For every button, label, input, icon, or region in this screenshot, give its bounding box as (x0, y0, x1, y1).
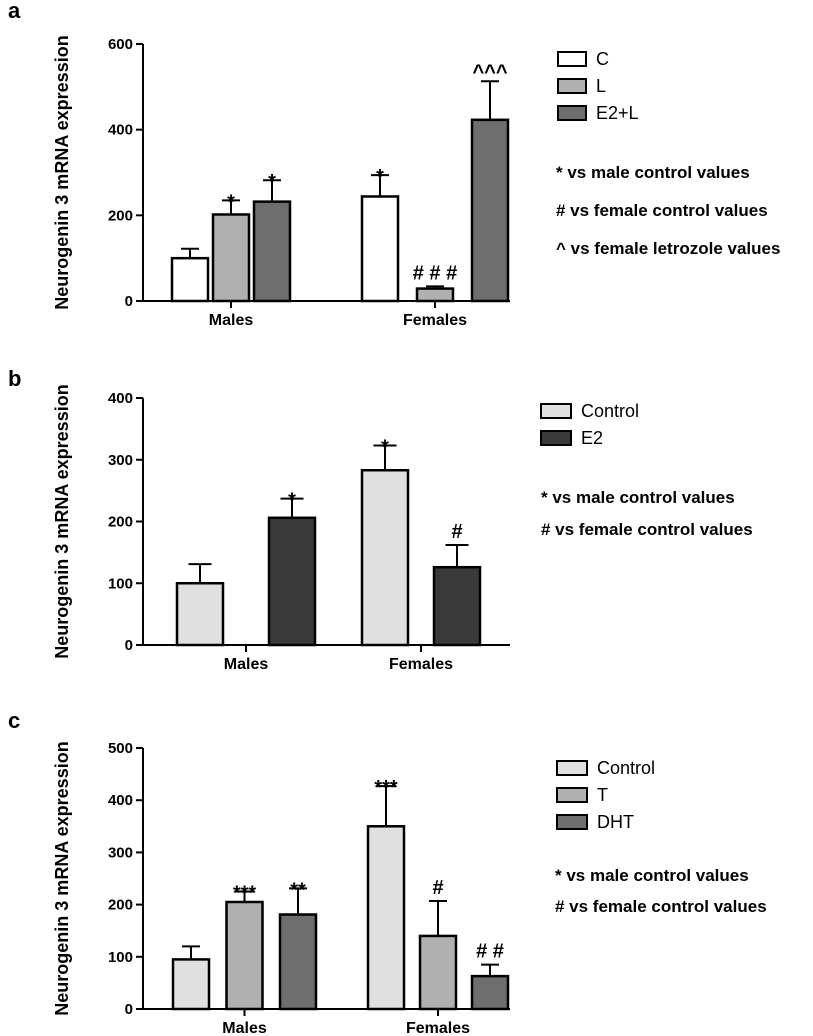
panel-letter: b (8, 366, 21, 391)
significance-marker: * (376, 166, 384, 188)
y-tick-label: 200 (108, 897, 133, 914)
significance-note: # vs female control values (555, 897, 767, 916)
significance-note: ^ vs female letrozole values (556, 239, 780, 258)
significance-note: * vs male control values (555, 866, 749, 885)
significance-marker: # # # (413, 262, 457, 284)
y-tick-label: 300 (108, 844, 133, 861)
legend-label: Control (597, 758, 655, 778)
y-tick-label: 600 (108, 36, 133, 53)
significance-marker: * (227, 191, 235, 213)
bar (432, 565, 482, 647)
y-tick-label: 0 (125, 1001, 133, 1018)
legend-label: E2 (581, 428, 603, 448)
bar (360, 468, 410, 647)
bar (267, 516, 317, 647)
legend-label: DHT (597, 812, 634, 832)
legend-label: Control (581, 401, 639, 421)
bar (170, 256, 210, 303)
x-tick-label: Females (389, 656, 453, 673)
bar (278, 913, 318, 1011)
bar (360, 195, 400, 303)
significance-marker: *** (233, 883, 257, 905)
significance-note: * vs male control values (541, 488, 735, 507)
y-tick-label: 0 (125, 293, 133, 310)
significance-note: # vs female control values (541, 520, 753, 539)
legend-swatch (557, 51, 587, 67)
y-tick-label: 0 (125, 637, 133, 654)
bar (366, 825, 406, 1011)
y-tick-label: 400 (108, 122, 133, 139)
panel-letter: a (8, 0, 21, 23)
significance-marker: *** (374, 777, 398, 799)
bar (415, 287, 455, 303)
legend-swatch (556, 760, 588, 776)
legend-label: E2+L (596, 103, 639, 123)
significance-marker: # (451, 521, 462, 543)
x-tick-label: Males (209, 312, 254, 329)
y-tick-label: 100 (108, 949, 133, 966)
x-tick-label: Females (403, 312, 467, 329)
y-tick-label: 300 (108, 452, 133, 469)
bar (175, 582, 225, 647)
significance-marker: ** (290, 879, 306, 901)
panel-letter: c (8, 708, 20, 733)
bar (418, 934, 458, 1011)
significance-marker: * (268, 171, 276, 193)
bar (470, 118, 510, 303)
significance-marker: * (381, 437, 389, 459)
legend-label: C (596, 49, 609, 69)
legend-swatch (556, 787, 588, 803)
x-tick-label: Females (406, 1020, 470, 1036)
legend-swatch (557, 105, 587, 121)
legend-swatch (556, 814, 588, 830)
legend-swatch (540, 430, 572, 446)
x-tick-label: Males (224, 656, 269, 673)
legend-swatch (557, 78, 587, 94)
significance-marker: # (432, 877, 443, 899)
bar (470, 974, 510, 1011)
bar (252, 200, 292, 303)
bar (211, 213, 251, 303)
significance-marker: # # (476, 941, 504, 963)
bar (171, 958, 211, 1011)
x-tick-label: Males (222, 1020, 267, 1036)
significance-marker: ^^^ (472, 61, 507, 83)
significance-marker: * (288, 490, 296, 512)
y-tick-label: 100 (108, 575, 133, 592)
legend-swatch (540, 403, 572, 419)
significance-note: # vs female control values (556, 201, 768, 220)
y-axis-label: Neurogenin 3 mRNA expression (52, 384, 72, 658)
y-tick-label: 400 (108, 390, 133, 407)
y-axis-label: Neurogenin 3 mRNA expression (52, 35, 72, 309)
y-tick-label: 400 (108, 792, 133, 809)
legend-label: T (597, 785, 608, 805)
legend-label: L (596, 76, 606, 96)
y-tick-label: 500 (108, 740, 133, 757)
y-axis-label: Neurogenin 3 mRNA expression (52, 741, 72, 1015)
bar (225, 900, 264, 1011)
y-tick-label: 200 (108, 514, 133, 531)
significance-note: * vs male control values (556, 163, 750, 182)
y-tick-label: 200 (108, 207, 133, 224)
